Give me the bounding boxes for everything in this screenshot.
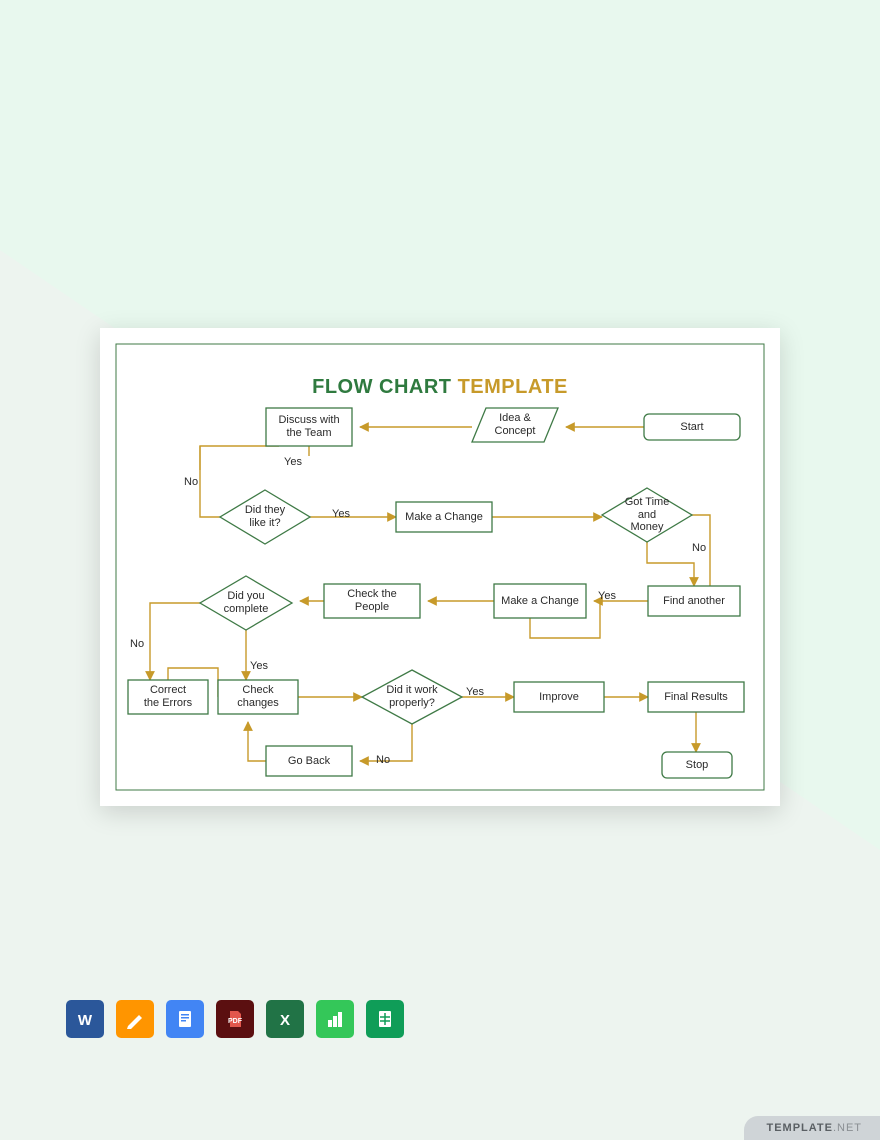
excel-icon[interactable]: X xyxy=(266,1000,304,1038)
document-card: FLOW CHART TEMPLATE Start Idea &Concept Di… xyxy=(100,328,780,806)
node-complete: Did youcomplete xyxy=(200,576,292,630)
watermark: TEMPLATE.NET xyxy=(744,1116,880,1140)
svg-text:PDF: PDF xyxy=(228,1018,243,1025)
node-improve: Improve xyxy=(514,682,604,712)
pdf-icon[interactable]: PDF xyxy=(216,1000,254,1038)
pages-icon[interactable] xyxy=(116,1000,154,1038)
svg-text:W: W xyxy=(78,1012,93,1029)
node-findanother: Find another xyxy=(648,586,740,616)
node-change1: Make a Change xyxy=(396,502,492,532)
node-start: Start xyxy=(644,414,740,440)
node-stop: Stop xyxy=(662,752,732,778)
node-goback: Go Back xyxy=(266,746,352,776)
node-timemoney: Got TimeandMoney xyxy=(602,488,692,542)
node-final: Final Results xyxy=(648,682,744,712)
word-icon[interactable]: W xyxy=(66,1000,104,1038)
flowchart xyxy=(100,328,780,806)
edge-label: Yes xyxy=(250,660,268,672)
node-checkpeople: Check thePeople xyxy=(324,584,420,618)
node-change2: Make a Change xyxy=(494,584,586,618)
node-checkchg: Checkchanges xyxy=(218,680,298,714)
node-correct: Correctthe Errors xyxy=(128,680,208,714)
app-icon-row: W PDF X xyxy=(66,1000,404,1038)
node-workprop: Did it workproperly? xyxy=(362,670,462,724)
edge-label: Yes xyxy=(284,456,302,468)
flowchart-title: FLOW CHART TEMPLATE xyxy=(100,376,780,399)
node-discuss: Discuss withthe Team xyxy=(266,408,352,446)
edge-label: Yes xyxy=(598,590,616,602)
svg-text:X: X xyxy=(280,1012,290,1029)
gsheets-icon[interactable] xyxy=(366,1000,404,1038)
edge-label: No xyxy=(692,542,706,554)
edge-label: No xyxy=(184,476,198,488)
stage: FLOW CHART TEMPLATE Start Idea &Concept Di… xyxy=(0,0,880,1140)
edge-label: No xyxy=(376,754,390,766)
edge-label: No xyxy=(130,638,144,650)
edge-label: Yes xyxy=(466,686,484,698)
gdocs-icon[interactable] xyxy=(166,1000,204,1038)
node-idea: Idea &Concept xyxy=(472,408,558,442)
numbers-icon[interactable] xyxy=(316,1000,354,1038)
edge-label: Yes xyxy=(332,508,350,520)
node-likeit: Did theylike it? xyxy=(220,490,310,544)
